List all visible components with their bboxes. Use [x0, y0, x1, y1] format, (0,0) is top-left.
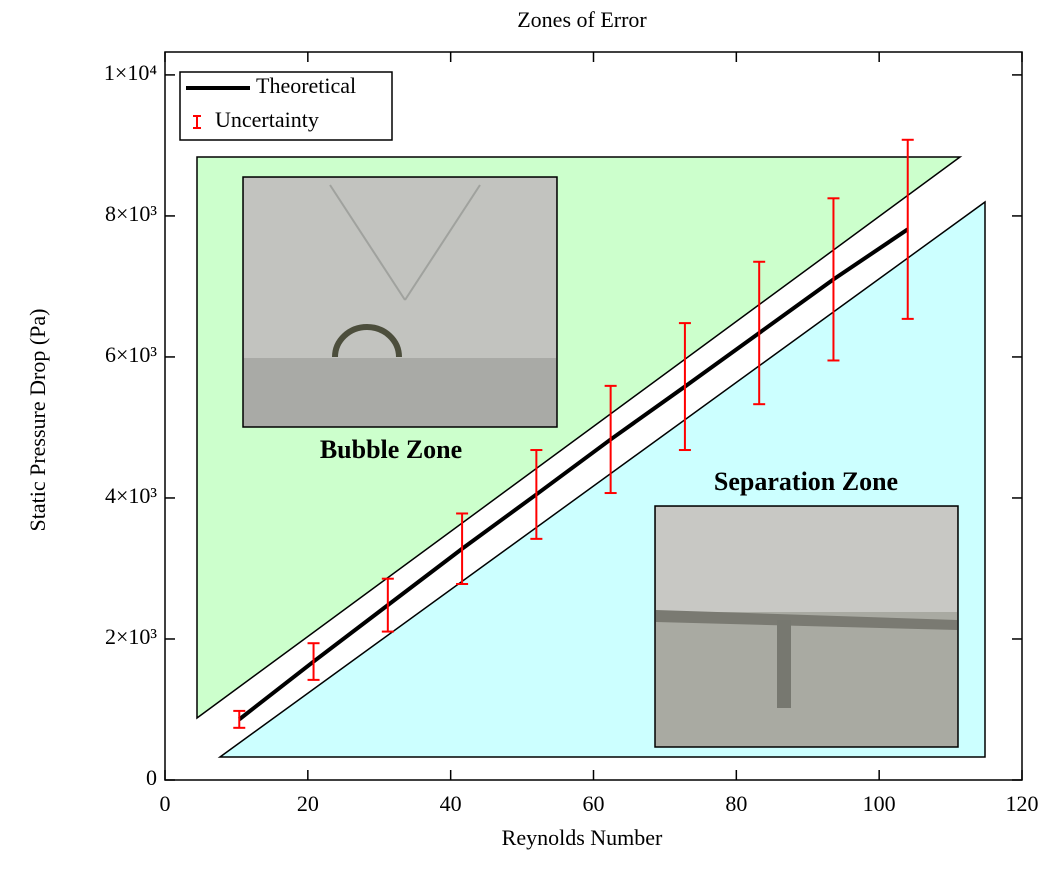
x-tick-label: 20: [297, 791, 319, 816]
error-bar: [233, 709, 246, 729]
x-tick-label: 80: [725, 791, 747, 816]
bubble-photo: [242, 176, 558, 428]
x-tick-label: 40: [440, 791, 462, 816]
error-bar: [381, 577, 394, 633]
chart-title: Zones of Error: [517, 7, 647, 32]
error-bar: [530, 449, 543, 540]
y-tick-label: 8×10³: [105, 201, 157, 226]
y-axis-label: Static Pressure Drop (Pa): [25, 308, 50, 531]
y-tick-label: 6×10³: [105, 342, 157, 367]
error-bar: [456, 512, 469, 585]
annotation: Separation Zone: [714, 467, 898, 496]
y-tick-label: 0: [146, 765, 157, 790]
y-tick-label: 2×10³: [105, 624, 157, 649]
error-bar: [901, 138, 914, 320]
x-tick-label: 60: [583, 791, 605, 816]
y-tick-label: 1×10⁴: [104, 60, 157, 85]
separation-photo: [654, 505, 959, 748]
error-bar: [753, 260, 766, 406]
x-axis-label: Reynolds Number: [502, 825, 663, 850]
x-tick-label: 120: [1006, 791, 1039, 816]
legend: [179, 71, 393, 141]
error-bar: [307, 642, 320, 681]
annotation: Bubble Zone: [320, 435, 462, 464]
error-bar: [604, 384, 617, 495]
error-bar: [678, 322, 691, 452]
legend-label: Theoretical: [256, 73, 356, 98]
error-bar: [827, 197, 840, 362]
legend-label: Uncertainty: [215, 107, 319, 132]
y-tick-label: 4×10³: [105, 483, 157, 508]
x-tick-label: 0: [160, 791, 171, 816]
x-tick-label: 100: [863, 791, 896, 816]
line: [238, 227, 909, 721]
